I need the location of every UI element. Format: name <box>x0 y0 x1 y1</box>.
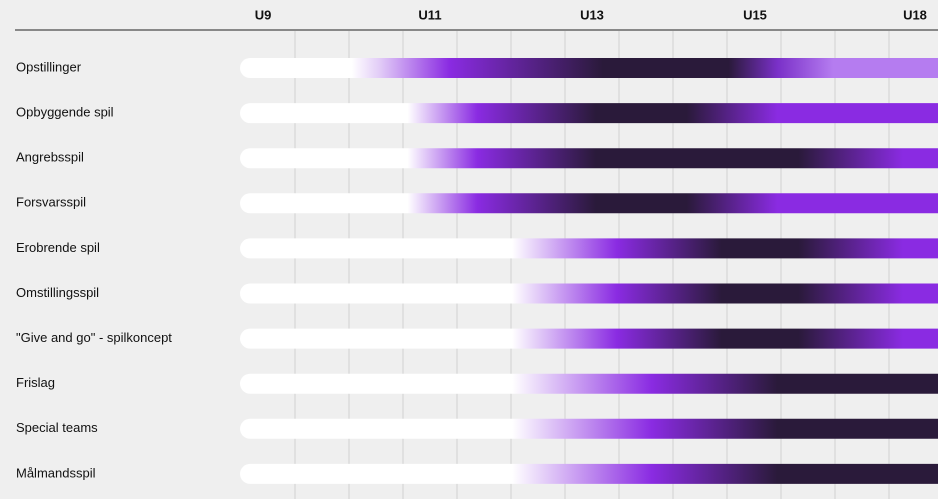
bar <box>240 283 938 304</box>
column-label: U11 <box>418 7 441 22</box>
row-label: Angrebsspil <box>16 150 84 165</box>
bar <box>240 193 938 214</box>
bar <box>240 418 938 439</box>
bar <box>240 103 938 124</box>
bar <box>240 328 938 349</box>
row-label: Forsvarsspil <box>16 195 86 210</box>
bar <box>240 373 938 394</box>
bar <box>240 58 938 78</box>
row-label: "Give and go" - spilkoncept <box>16 330 172 345</box>
row-label: Opstillinger <box>16 59 82 74</box>
bar <box>240 463 938 484</box>
row-label: Opbyggende spil <box>16 105 114 120</box>
row-label: Målmandsspil <box>16 465 96 480</box>
column-label: U15 <box>743 7 767 22</box>
rows: Opstillinger Opbyggende spil Angrebsspil Fo… <box>16 58 938 484</box>
row-label: Frislag <box>16 375 55 390</box>
row-label: Special teams <box>16 420 98 435</box>
row-label: Erobrende spil <box>16 240 100 255</box>
column-label: U9 <box>255 7 272 22</box>
bar <box>240 148 938 169</box>
column-label: U13 <box>580 7 604 22</box>
row-label: Omstillingsspil <box>16 285 99 300</box>
column-label: U18 <box>903 7 927 22</box>
bar <box>240 238 938 259</box>
